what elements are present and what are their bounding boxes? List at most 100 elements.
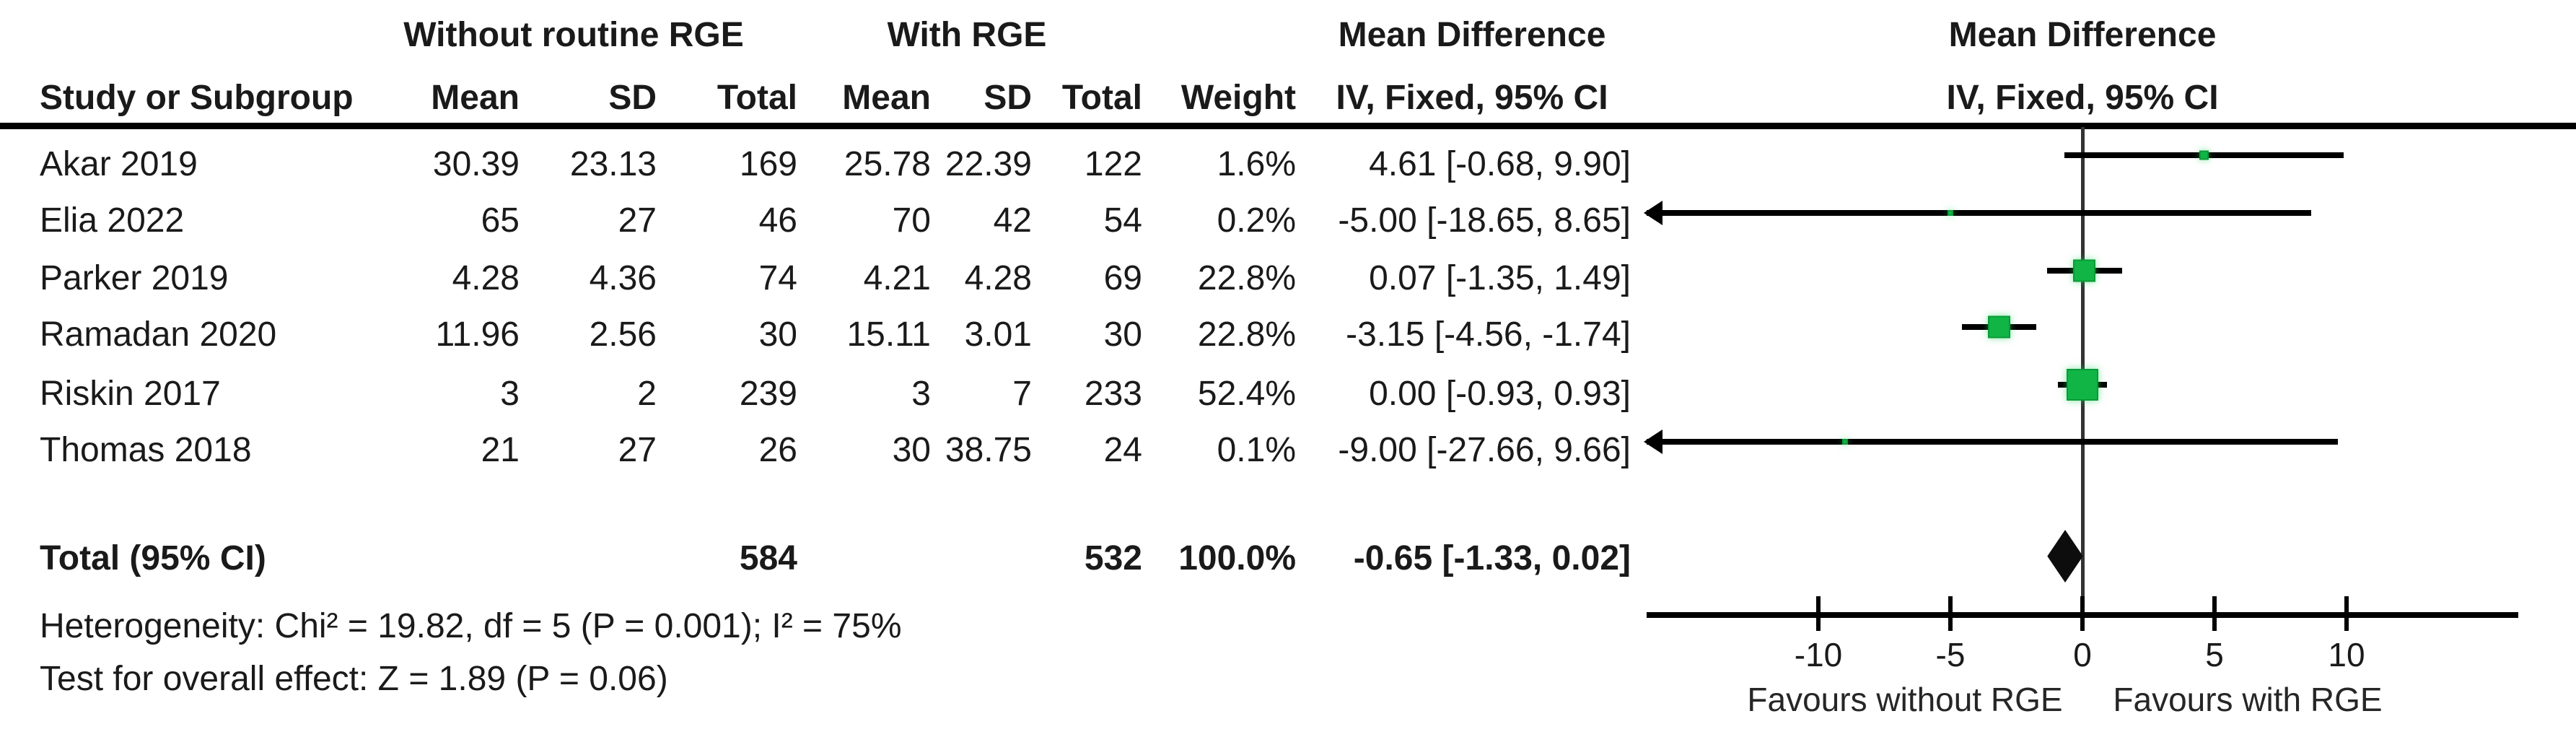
group1-mean-cell: 65: [481, 201, 520, 240]
effect-estimate-cell: -3.15 [-4.56, -1.74]: [1346, 315, 1631, 354]
effect-column-title: Mean Difference: [1338, 16, 1606, 54]
weight-column-header: Weight: [1180, 79, 1296, 117]
total-row: Total (95% CI) 584 532 100.0% -0.65 [-1.…: [0, 538, 2576, 580]
weight-cell: 52.4%: [1197, 375, 1296, 413]
study-row: Riskin 2017 3 2 239 3 7 233 52.4% 0.00 […: [0, 373, 2576, 415]
effect-estimate-cell: -5.00 [-18.65, 8.65]: [1338, 201, 1631, 240]
axis-label-left: Favours without RGE: [1747, 681, 2063, 718]
group2-total-cell: 30: [1103, 315, 1142, 354]
group1-sd-cell: 23.13: [569, 145, 657, 183]
group2-sd-cell: 4.28: [964, 259, 1032, 297]
axis-tick-label: -10: [1794, 636, 1843, 673]
column-header-row: Study or Subgroup Mean SD Total Mean SD …: [0, 77, 2576, 119]
group2-sd-cell: 38.75: [945, 431, 1032, 469]
ci-line: [1647, 439, 2338, 445]
heterogeneity-text: Heterogeneity: Chi² = 19.82, df = 5 (P =…: [40, 607, 902, 645]
group2-total-cell: 69: [1103, 259, 1142, 297]
effect-column-subtitle: IV, Fixed, 95% CI: [1336, 79, 1608, 117]
group2-mean-cell: 15.11: [846, 315, 931, 354]
total-weight: 100.0%: [1178, 539, 1296, 577]
group1-total-cell: 30: [758, 315, 797, 354]
group1-mean-cell: 21: [481, 431, 520, 469]
group2-total-cell: 54: [1103, 201, 1142, 240]
total-label: Total (95% CI): [40, 539, 266, 577]
group2-total-cell: 233: [1084, 375, 1142, 413]
group1-sd-header: SD: [608, 79, 657, 117]
effect-estimate-cell: -9.00 [-27.66, 9.66]: [1338, 431, 1631, 469]
study-column-header: Study or Subgroup: [40, 79, 354, 117]
weight-cell: 0.1%: [1217, 431, 1296, 469]
weight-cell: 0.2%: [1217, 201, 1296, 240]
study-row: Ramadan 2020 11.96 2.56 30 15.11 3.01 30…: [0, 314, 2576, 356]
study-row: Thomas 2018 21 27 26 30 38.75 24 0.1% -9…: [0, 429, 2576, 471]
ci-line: [1647, 210, 2311, 216]
clipped-arrow-icon: [1644, 429, 1662, 454]
group1-sd-cell: 4.36: [589, 259, 657, 297]
effect-square: [1841, 439, 1848, 445]
axis-tick: [2344, 596, 2349, 631]
group2-grand-total: 532: [1084, 539, 1142, 577]
study-label: Ramadan 2020: [40, 315, 277, 354]
axis-tick-label: -5: [1935, 636, 1966, 673]
weight-cell: 22.8%: [1197, 259, 1296, 297]
group2-sd-cell: 7: [1012, 375, 1032, 413]
group2-sd-cell: 22.39: [945, 145, 1032, 183]
group1-mean-cell: 3: [500, 375, 520, 413]
effect-square: [2073, 259, 2096, 282]
effect-estimate-cell: 0.00 [-0.93, 0.93]: [1369, 375, 1631, 413]
weight-cell: 1.6%: [1217, 145, 1296, 183]
study-label: Thomas 2018: [40, 431, 252, 469]
group1-header: Without routine RGE: [403, 16, 744, 54]
group1-total-cell: 26: [758, 431, 797, 469]
axis-tick-label: 10: [2328, 636, 2365, 673]
group1-mean-cell: 4.28: [452, 259, 520, 297]
study-row: Akar 2019 30.39 23.13 169 25.78 22.39 12…: [0, 144, 2576, 186]
axis-tick: [1816, 596, 1821, 631]
group1-total-cell: 169: [739, 145, 797, 183]
plot-column-subtitle: IV, Fixed, 95% CI: [1946, 79, 2219, 117]
plot-column-title: Mean Difference: [1948, 16, 2217, 54]
axis-tick-label: 5: [2205, 636, 2224, 673]
group2-header: With RGE: [887, 16, 1047, 54]
header-separator-line: [0, 123, 2576, 129]
group2-total-cell: 24: [1103, 431, 1142, 469]
group1-sd-cell: 27: [618, 431, 657, 469]
heterogeneity-row: Heterogeneity: Chi² = 19.82, df = 5 (P =…: [0, 606, 2576, 647]
group2-total-header: Total: [1061, 79, 1142, 117]
group1-mean-cell: 11.96: [435, 315, 520, 354]
effect-square: [1988, 315, 2011, 339]
group1-total-cell: 46: [758, 201, 797, 240]
group1-sd-cell: 27: [618, 201, 657, 240]
axis-tick: [2212, 596, 2217, 631]
effect-square: [1948, 210, 1953, 216]
study-label: Akar 2019: [40, 145, 198, 183]
group2-mean-cell: 4.21: [863, 259, 931, 297]
axis-label-right: Favours with RGE: [2113, 681, 2383, 718]
group1-total-cell: 239: [739, 375, 797, 413]
overall-effect-text: Test for overall effect: Z = 1.89 (P = 0…: [40, 660, 668, 698]
group1-sd-cell: 2.56: [589, 315, 657, 354]
study-row: Elia 2022 65 27 46 70 42 54 0.2% -5.00 […: [0, 200, 2576, 242]
group2-sd-cell: 3.01: [964, 315, 1032, 354]
axis-tick: [1948, 596, 1953, 631]
weight-cell: 22.8%: [1197, 315, 1296, 354]
group2-mean-cell: 30: [892, 431, 931, 469]
study-label: Parker 2019: [40, 259, 229, 297]
study-label: Riskin 2017: [40, 375, 221, 413]
group1-sd-cell: 2: [637, 375, 657, 413]
effect-square: [2067, 369, 2098, 401]
study-label: Elia 2022: [40, 201, 185, 240]
group1-mean-header: Mean: [431, 79, 520, 117]
group1-total-header: Total: [717, 79, 797, 117]
group1-mean-cell: 30.39: [432, 145, 520, 183]
group2-mean-cell: 25.78: [844, 145, 931, 183]
axis-tick-label: 0: [2073, 636, 2092, 673]
group2-sd-header: SD: [983, 79, 1032, 117]
axis-tick: [2080, 596, 2085, 631]
group2-sd-cell: 42: [993, 201, 1032, 240]
group2-mean-cell: 3: [911, 375, 931, 413]
overall-effect-row: Test for overall effect: Z = 1.89 (P = 0…: [0, 658, 2576, 700]
group2-total-cell: 122: [1084, 145, 1142, 183]
study-row: Parker 2019 4.28 4.36 74 4.21 4.28 69 22…: [0, 258, 2576, 300]
